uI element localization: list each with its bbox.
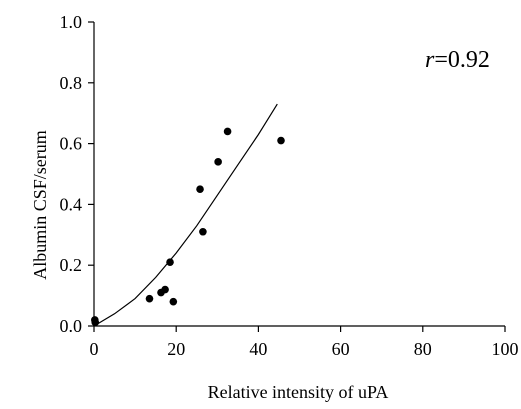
- y-tick-label: 0.4: [60, 194, 83, 214]
- x-tick-label: 60: [332, 339, 350, 359]
- data-point: [166, 258, 174, 266]
- y-tick-label: 0.6: [60, 134, 83, 154]
- y-tick-label: 0.8: [60, 73, 83, 93]
- y-tick-label: 0.2: [60, 255, 83, 275]
- y-axis-title: Albumin CSF/serum: [30, 130, 50, 280]
- y-tick-label: 1.0: [60, 12, 83, 32]
- data-point: [223, 127, 232, 136]
- x-tick-label: 40: [249, 339, 267, 359]
- x-axis-title: Relative intensity of uPA: [208, 382, 389, 402]
- correlation-symbol: r: [425, 47, 435, 73]
- data-point: [277, 136, 285, 145]
- data-point: [91, 318, 100, 327]
- correlation-annotation: r=0.92: [425, 47, 490, 73]
- data-point: [145, 294, 154, 303]
- data-point: [199, 227, 207, 236]
- data-points: [91, 127, 285, 327]
- x-tick-label: 0: [90, 339, 99, 359]
- x-tick-label: 20: [167, 339, 185, 359]
- regression-curve: [93, 103, 278, 327]
- data-point: [196, 185, 204, 193]
- data-point: [169, 297, 178, 306]
- axis-ticks: 0 20 40 60 80 100 0.0 0.2 0.4 0.6 0.8 1.0: [60, 12, 519, 359]
- data-point: [214, 158, 222, 166]
- data-point: [161, 285, 169, 294]
- y-tick-label: 0.0: [60, 316, 83, 336]
- x-tick-label: 100: [492, 339, 519, 359]
- fit-curve-group: [93, 103, 278, 327]
- correlation-value: =0.92: [434, 47, 490, 73]
- x-tick-label: 80: [414, 339, 432, 359]
